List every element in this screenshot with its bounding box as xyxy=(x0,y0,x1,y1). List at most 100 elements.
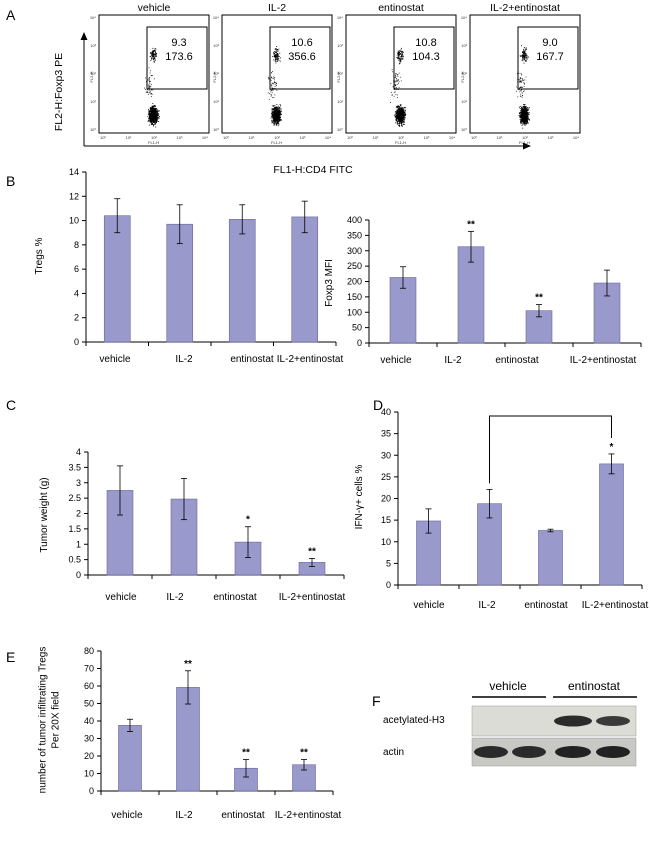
flow-y-axis-label: FL2-H xyxy=(460,71,465,82)
flow-y-tick: 10⁰ xyxy=(337,127,343,132)
panel-a-y-axis-arrow xyxy=(80,32,88,40)
flow-y-tick: 10¹ xyxy=(90,99,96,104)
y-tick-label: 300 xyxy=(347,246,362,256)
significance-star-1: ** xyxy=(184,659,192,670)
y-tick-label: 30 xyxy=(84,734,94,744)
blot-band-actin-lane3 xyxy=(555,746,591,758)
y-tick-label: 0 xyxy=(76,570,81,580)
flow-x-tick: 10⁴ xyxy=(573,135,579,140)
y-tick-label: 150 xyxy=(347,292,362,302)
flow-x-tick: 10³ xyxy=(300,135,306,140)
flow-gate-mfi: 104.3 xyxy=(412,51,440,63)
category-label-1: IL-2 xyxy=(444,355,462,366)
y-tick-label: 15 xyxy=(381,515,391,525)
flow-x-tick: 10² xyxy=(522,135,528,140)
flow-x-tick: 10² xyxy=(274,135,280,140)
flow-x-axis-label: FL1-H xyxy=(395,140,406,145)
y-tick-label: 1 xyxy=(76,539,81,549)
flow-plots: vehicle 10⁰ 10⁰ 10¹ 10¹ 10² 10² 10³ 10³ 10⁴ 10⁴ FL1… xyxy=(89,2,581,145)
significance-star-3: ** xyxy=(308,546,316,557)
flow-x-tick: 10⁴ xyxy=(202,135,208,140)
y-tick-label: 10 xyxy=(84,769,94,779)
bar-0 xyxy=(118,725,142,792)
flow-x-tick: 10³ xyxy=(424,135,430,140)
y-tick-label: 25 xyxy=(381,472,391,482)
flow-x-tick: 10⁴ xyxy=(449,135,455,140)
category-label-2: entinostat xyxy=(213,592,257,603)
panel-letter: C xyxy=(6,397,16,413)
flow-gate xyxy=(269,26,331,90)
bar-3 xyxy=(599,463,624,586)
y-tick-label: 0.5 xyxy=(68,555,81,565)
significance-star-1: ** xyxy=(467,219,475,230)
y-tick-label: 35 xyxy=(381,429,391,439)
panel-f: F vehicle entinostat acetylated-H3 actin xyxy=(372,679,637,767)
y-tick-label: 4 xyxy=(76,447,81,457)
category-label-0: vehicle xyxy=(380,355,412,366)
flow-y-tick: 10² xyxy=(461,71,467,76)
panel-a-letter: A xyxy=(6,7,16,23)
y-tick-label: 20 xyxy=(381,494,391,504)
y-tick-label: 50 xyxy=(84,699,94,709)
flow-dots xyxy=(144,47,160,128)
category-label-1: IL-2 xyxy=(175,354,193,365)
significance-star-3: ** xyxy=(300,748,308,759)
y-tick-label: 250 xyxy=(347,261,362,271)
y-tick-label: 350 xyxy=(347,230,362,240)
flow-x-tick: 10⁰ xyxy=(471,135,477,140)
bar-3 xyxy=(291,216,319,343)
y-axis-title: IFN-γ+ cells % xyxy=(354,465,365,530)
flow-y-tick: 10⁴ xyxy=(337,15,343,20)
flow-plot-title: vehicle xyxy=(138,2,171,14)
category-label-2: entinostat xyxy=(524,600,568,611)
y-tick-label: 60 xyxy=(84,681,94,691)
flow-x-tick: 10⁰ xyxy=(347,135,353,140)
category-label-0: vehicle xyxy=(99,354,131,365)
flow-x-tick: 10¹ xyxy=(373,135,379,140)
flow-y-tick: 10² xyxy=(337,71,343,76)
flow-dots xyxy=(515,45,530,129)
flow-x-tick: 10² xyxy=(398,135,404,140)
category-label-3: IL-2+entinostat xyxy=(277,354,344,365)
flow-y-tick: 10⁰ xyxy=(213,127,219,132)
flow-y-tick: 10² xyxy=(213,71,219,76)
flow-x-tick: 10¹ xyxy=(497,135,503,140)
flow-x-tick: 10¹ xyxy=(249,135,255,140)
flow-gate-percent: 10.6 xyxy=(291,37,312,49)
panel-letter: E xyxy=(6,649,15,665)
y-axis-title: number of tumor infiltrating Tregs Per 20… xyxy=(38,647,62,794)
flow-gate xyxy=(393,26,455,90)
y-tick-label: 40 xyxy=(381,407,391,417)
flow-y-tick: 10⁴ xyxy=(461,15,467,20)
flow-plot-0: vehicle 10⁰ 10⁰ 10¹ 10¹ 10² 10² 10³ 10³ 10⁴ 10⁴ FL1… xyxy=(89,2,210,145)
category-label-1: IL-2 xyxy=(175,810,193,821)
y-tick-label: 12 xyxy=(69,191,79,201)
flow-y-tick: 10⁰ xyxy=(461,127,467,132)
y-tick-label: 2 xyxy=(74,313,79,323)
y-tick-label: 70 xyxy=(84,664,94,674)
flow-gate-mfi: 356.6 xyxy=(288,51,316,63)
chart-d: D 0 5 10 15 20 25 30 35 40 IFN-γ+ cells % vehicle IL… xyxy=(354,397,648,611)
flow-plot-2: entinostat 10⁰ 10⁰ 10¹ 10¹ 10² 10² 10³ 10³ 10⁴ 10⁴… xyxy=(336,2,457,145)
significance-star-2: * xyxy=(246,515,250,526)
blot-group-vehicle: vehicle xyxy=(489,679,527,693)
flow-plot-title: entinostat xyxy=(378,2,424,14)
y-tick-label: 80 xyxy=(84,646,94,656)
y-axis-title: Tregs % xyxy=(34,237,45,274)
flow-gate-percent: 9.3 xyxy=(171,37,186,49)
blot-band-actin-lane2 xyxy=(512,746,546,758)
significance-star-2: ** xyxy=(242,748,250,759)
y-tick-label: 0 xyxy=(89,786,94,796)
flow-y-tick: 10¹ xyxy=(213,99,219,104)
category-label-3: IL-2+entinostat xyxy=(275,810,342,821)
significance-star-3: * xyxy=(610,442,614,453)
flow-plot-title: IL-2 xyxy=(268,2,286,14)
y-tick-label: 200 xyxy=(347,277,362,287)
y-tick-label: 3 xyxy=(76,478,81,488)
category-label-0: vehicle xyxy=(413,600,445,611)
significance-star-2: ** xyxy=(535,293,543,304)
y-tick-label: 4 xyxy=(74,288,79,298)
blot-band-h3-lane4 xyxy=(596,716,630,726)
flow-y-tick: 10⁴ xyxy=(213,15,219,20)
